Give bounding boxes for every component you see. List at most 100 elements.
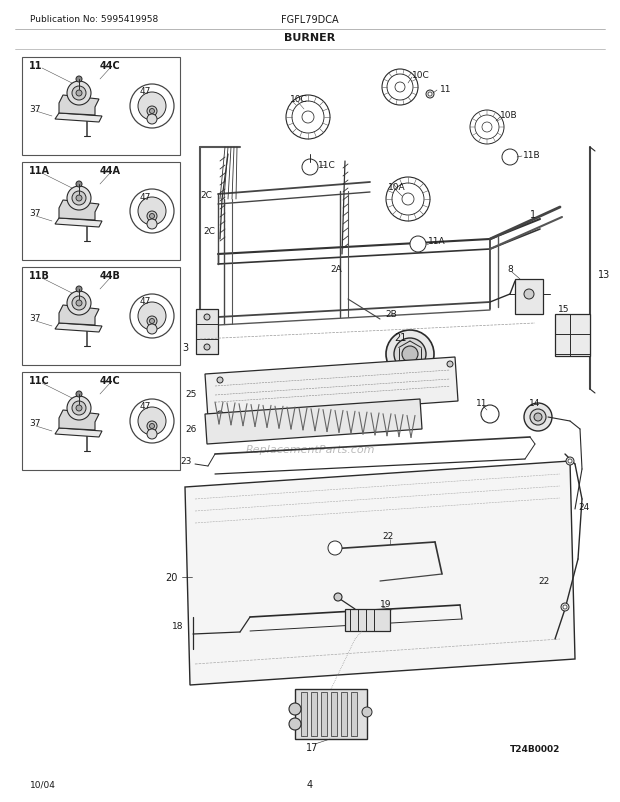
Text: 11: 11 xyxy=(476,399,488,408)
Circle shape xyxy=(395,83,405,93)
Text: 22: 22 xyxy=(539,577,550,585)
Circle shape xyxy=(138,198,166,225)
Circle shape xyxy=(382,70,418,106)
Circle shape xyxy=(289,703,301,715)
Text: 15: 15 xyxy=(558,305,570,314)
Circle shape xyxy=(470,111,504,145)
Text: 3: 3 xyxy=(182,342,188,353)
Circle shape xyxy=(67,292,91,316)
Text: 19: 19 xyxy=(380,600,391,609)
Circle shape xyxy=(530,410,546,426)
Bar xyxy=(515,280,543,314)
Text: 14: 14 xyxy=(529,399,541,408)
Circle shape xyxy=(502,150,518,166)
Circle shape xyxy=(482,123,492,133)
Bar xyxy=(331,692,337,736)
Circle shape xyxy=(147,115,157,125)
Circle shape xyxy=(76,91,82,97)
Circle shape xyxy=(415,242,420,247)
Text: 11A: 11A xyxy=(428,237,446,246)
Bar xyxy=(22,58,180,156)
Bar xyxy=(22,268,180,366)
Circle shape xyxy=(566,457,574,465)
Bar xyxy=(22,373,180,471)
Circle shape xyxy=(534,414,542,422)
Text: 37: 37 xyxy=(29,314,40,323)
Text: BURNER: BURNER xyxy=(285,33,335,43)
Circle shape xyxy=(72,402,86,415)
Circle shape xyxy=(67,396,91,420)
Text: 47: 47 xyxy=(140,87,151,96)
Circle shape xyxy=(76,182,82,188)
Circle shape xyxy=(149,424,154,429)
Polygon shape xyxy=(59,200,99,221)
Text: 25: 25 xyxy=(185,390,197,399)
Circle shape xyxy=(386,330,434,379)
Circle shape xyxy=(147,220,157,229)
Text: 10/04: 10/04 xyxy=(30,780,56,788)
Text: 44B: 44B xyxy=(100,270,121,281)
Circle shape xyxy=(308,165,312,170)
Bar xyxy=(351,692,357,736)
Text: 11C: 11C xyxy=(318,160,336,169)
Circle shape xyxy=(387,75,413,101)
Bar xyxy=(22,163,180,261)
Circle shape xyxy=(149,109,154,115)
Circle shape xyxy=(76,196,82,202)
Bar xyxy=(196,310,218,354)
Circle shape xyxy=(72,297,86,310)
Circle shape xyxy=(147,212,157,221)
Text: T24B0002: T24B0002 xyxy=(510,744,560,754)
Circle shape xyxy=(402,194,414,206)
Circle shape xyxy=(138,302,166,330)
Circle shape xyxy=(563,606,567,610)
Circle shape xyxy=(524,403,552,431)
Circle shape xyxy=(428,93,432,97)
Circle shape xyxy=(147,429,157,439)
Text: ReplacementParts.com: ReplacementParts.com xyxy=(246,444,374,455)
Circle shape xyxy=(332,546,337,551)
Circle shape xyxy=(72,87,86,101)
Text: 11B: 11B xyxy=(29,270,50,281)
Text: 11: 11 xyxy=(440,84,451,93)
Circle shape xyxy=(138,407,166,435)
Circle shape xyxy=(76,406,82,411)
Text: 18: 18 xyxy=(172,622,183,630)
Polygon shape xyxy=(59,306,99,326)
Circle shape xyxy=(302,160,318,176)
Circle shape xyxy=(72,192,86,206)
Bar xyxy=(341,692,347,736)
Text: 2A: 2A xyxy=(330,265,342,274)
Bar xyxy=(311,692,317,736)
Circle shape xyxy=(147,422,157,431)
Text: 47: 47 xyxy=(140,297,151,306)
Text: 13: 13 xyxy=(598,269,610,280)
Text: 2C: 2C xyxy=(200,190,212,199)
Text: 10C: 10C xyxy=(412,71,430,79)
Bar xyxy=(345,610,390,631)
Bar xyxy=(555,314,590,357)
Text: 11C: 11C xyxy=(29,375,50,386)
Circle shape xyxy=(508,156,513,160)
Text: 11A: 11A xyxy=(29,166,50,176)
Text: 37: 37 xyxy=(29,209,40,218)
Circle shape xyxy=(147,317,157,326)
Bar xyxy=(301,692,307,736)
Circle shape xyxy=(130,294,174,338)
Text: 22: 22 xyxy=(383,532,394,541)
Circle shape xyxy=(362,707,372,717)
Bar xyxy=(295,689,367,739)
Polygon shape xyxy=(55,428,102,437)
Circle shape xyxy=(426,91,434,99)
Text: 26: 26 xyxy=(185,425,197,434)
Text: 24: 24 xyxy=(578,503,589,512)
Circle shape xyxy=(138,93,166,121)
Text: 8: 8 xyxy=(507,265,513,274)
Text: 47: 47 xyxy=(140,402,151,411)
Circle shape xyxy=(305,163,315,172)
Circle shape xyxy=(394,338,426,371)
Circle shape xyxy=(447,362,453,367)
Circle shape xyxy=(289,718,301,730)
Circle shape xyxy=(334,593,342,602)
Circle shape xyxy=(147,325,157,334)
